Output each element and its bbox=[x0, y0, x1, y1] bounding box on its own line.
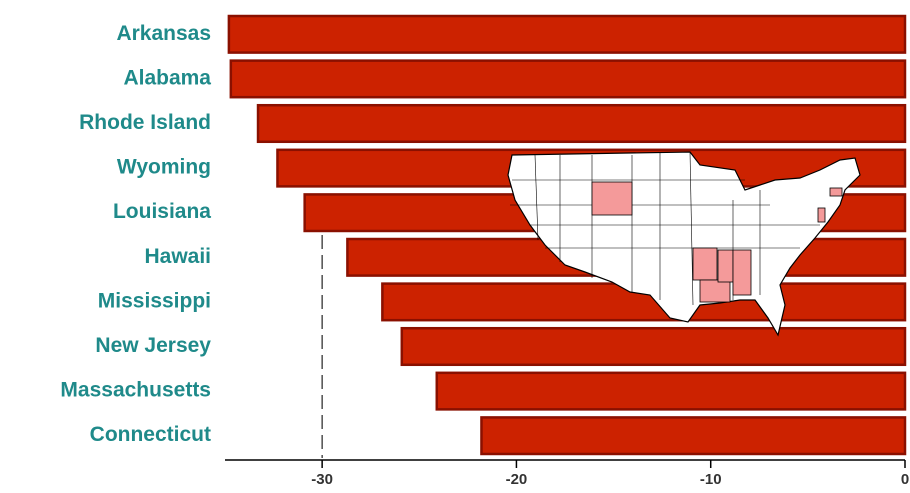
category-label: New Jersey bbox=[95, 334, 211, 357]
bar bbox=[400, 326, 907, 367]
border bbox=[689, 151, 694, 306]
x-tick-label: -10 bbox=[700, 471, 722, 488]
state-highlight bbox=[829, 187, 843, 197]
bar bbox=[480, 416, 907, 456]
state-highlight bbox=[591, 181, 633, 216]
us-map-inset bbox=[507, 151, 861, 337]
category-label: Rhode Island bbox=[79, 111, 211, 134]
x-tick-label: -30 bbox=[311, 471, 333, 488]
state-highlight bbox=[817, 207, 826, 223]
bar bbox=[435, 371, 907, 411]
category-label: Hawaii bbox=[144, 245, 211, 268]
state-highlight bbox=[692, 247, 718, 281]
bar bbox=[256, 103, 907, 144]
x-axis: -30 -20 -10 0 bbox=[225, 459, 909, 488]
bar bbox=[229, 59, 907, 99]
border bbox=[534, 154, 539, 241]
bar bbox=[227, 14, 907, 54]
category-label: Connecticut bbox=[90, 423, 211, 446]
x-tick-label: 0 bbox=[901, 471, 909, 488]
state-borders bbox=[510, 151, 820, 306]
category-label: Mississippi bbox=[98, 289, 211, 312]
category-label: Arkansas bbox=[116, 22, 211, 45]
category-label: Alabama bbox=[123, 66, 211, 89]
x-tick-label: -20 bbox=[506, 471, 528, 488]
state-highlight bbox=[717, 249, 734, 283]
highlighted-states bbox=[591, 181, 843, 303]
bars bbox=[227, 14, 907, 456]
state-highlight bbox=[699, 279, 731, 303]
state-highlight bbox=[732, 249, 752, 296]
category-label: Massachusetts bbox=[60, 379, 211, 402]
category-label: Louisiana bbox=[113, 200, 211, 223]
category-label: Wyoming bbox=[117, 156, 211, 179]
